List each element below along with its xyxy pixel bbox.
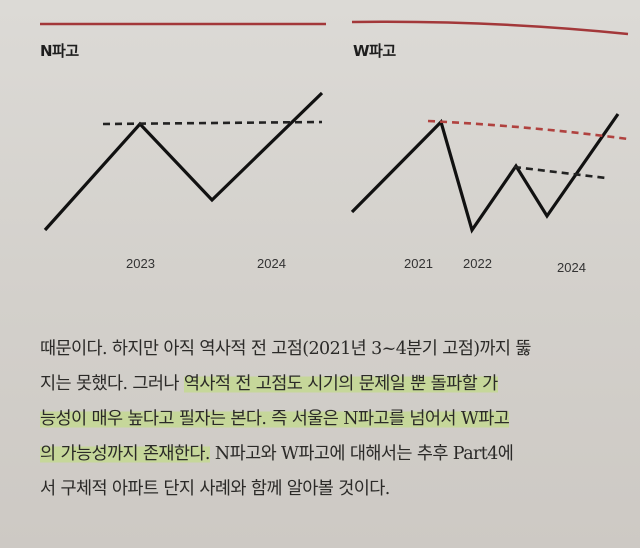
- n-wave-line: [43, 91, 324, 232]
- w-resistance-short-dashed-line: [513, 165, 607, 180]
- wave-pattern-figure: N파고 2023 2024 W파고 2021 2022 2024: [40, 20, 629, 275]
- highlighted-text-3: 의 가능성까지 존재한다.: [40, 444, 210, 464]
- w-year-label-3: 2024: [557, 260, 586, 275]
- n-resistance-dashed-line: [102, 120, 323, 126]
- paragraph-line-2: 지는 못했다. 그러나 역사적 전 고점도 시기의 문제일 뿐 돌파할 가: [40, 367, 630, 402]
- highlighted-text-2: 능성이 매우 높다고 필자는 본다. 즉 서울은 N파고를 넘어서 W파고: [40, 409, 510, 429]
- w-year-label-1: 2021: [404, 256, 433, 271]
- paragraph-line-4: 의 가능성까지 존재한다. N파고와 W파고에 대해서는 추후 Part4에: [40, 437, 630, 472]
- n-panel-title: N파고: [40, 42, 79, 60]
- body-paragraph: 때문이다. 하지만 아직 역사적 전 고점(2021년 3~4분기 고점)까지 …: [40, 332, 630, 507]
- wave-diagrams: [40, 20, 629, 234]
- line-2-plain-text: 지는 못했다. 그러나: [40, 374, 184, 394]
- n-year-label-1: 2023: [126, 256, 155, 271]
- paragraph-line-3: 능성이 매우 높다고 필자는 본다. 즉 서울은 N파고를 넘어서 W파고: [40, 402, 630, 437]
- w-resistance-long-dashed-line: [427, 119, 629, 141]
- line-4-plain-text: N파고와 W파고에 대해서는 추후 Part4에: [209, 444, 514, 464]
- paragraph-line-1: 때문이다. 하지만 아직 역사적 전 고점(2021년 3~4분기 고점)까지 …: [40, 339, 531, 359]
- w-panel-top-rule: [351, 20, 629, 36]
- w-panel-title: W파고: [353, 42, 396, 60]
- highlighted-text-1: 역사적 전 고점도 시기의 문제일 뿐 돌파할 가: [183, 374, 498, 394]
- paragraph-line-5: 서 구체적 아파트 단지 사례와 함께 알아볼 것이다.: [40, 479, 390, 499]
- n-year-label-2: 2024: [257, 256, 286, 271]
- w-year-label-2: 2022: [463, 256, 492, 271]
- w-wave-line: [350, 113, 620, 234]
